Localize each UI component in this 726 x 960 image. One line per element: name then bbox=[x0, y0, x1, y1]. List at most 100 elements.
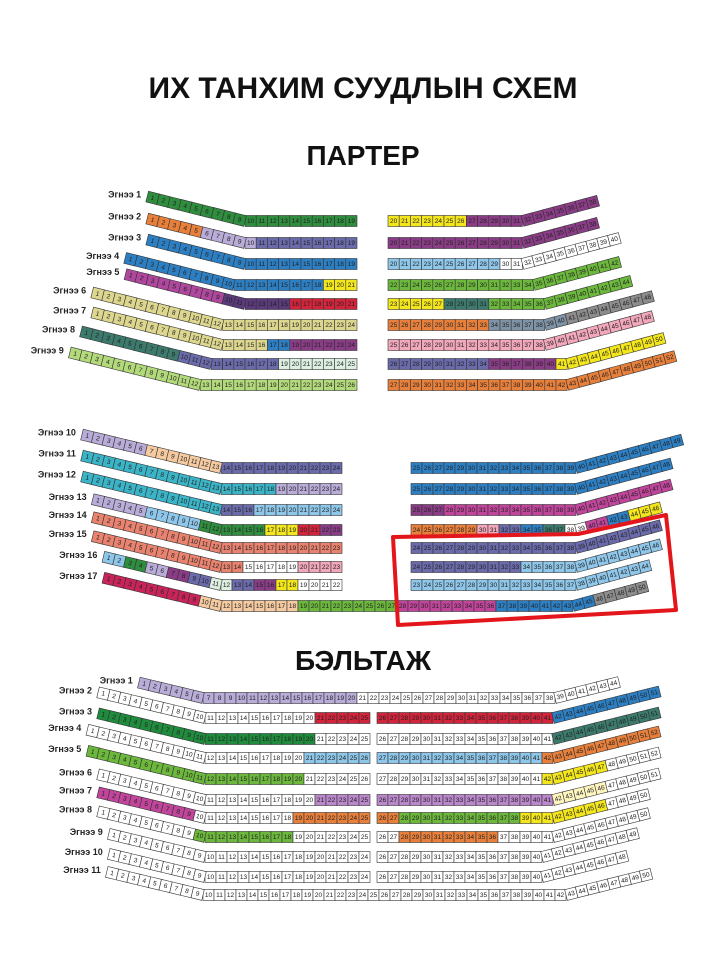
seat[interactable]: 15 bbox=[222, 379, 235, 391]
seat[interactable]: 27 bbox=[432, 462, 445, 474]
seat[interactable]: 26 bbox=[411, 692, 424, 704]
seat[interactable]: 37 bbox=[542, 504, 555, 516]
seat[interactable]: 22 bbox=[314, 752, 327, 764]
seat[interactable]: 48 bbox=[659, 436, 674, 451]
seat[interactable]: 25 bbox=[345, 358, 358, 370]
seat[interactable]: 31 bbox=[420, 773, 433, 785]
seat[interactable]: 36 bbox=[475, 773, 488, 785]
seat[interactable]: 12 bbox=[215, 831, 228, 843]
seat[interactable]: 36 bbox=[510, 339, 523, 351]
seat[interactable]: 9 bbox=[192, 868, 207, 883]
seat[interactable]: 29 bbox=[411, 889, 424, 901]
seat[interactable]: 23 bbox=[323, 358, 335, 370]
seat[interactable]: 1 bbox=[96, 707, 111, 722]
seat[interactable]: 30 bbox=[418, 600, 431, 612]
seat[interactable]: 29 bbox=[488, 237, 501, 249]
seat[interactable]: 12 bbox=[220, 600, 233, 612]
seat[interactable]: 26 bbox=[398, 319, 411, 331]
seat[interactable]: 37 bbox=[522, 339, 534, 351]
seat[interactable]: 15 bbox=[278, 279, 291, 291]
seat[interactable]: 33 bbox=[442, 773, 455, 785]
seat[interactable]: 8 bbox=[176, 590, 191, 605]
seat[interactable]: 18 bbox=[286, 579, 299, 591]
seat[interactable]: 13 bbox=[278, 237, 291, 249]
seat[interactable]: 24 bbox=[410, 279, 422, 291]
seat[interactable]: 21 bbox=[308, 524, 321, 536]
seat[interactable]: 26 bbox=[432, 542, 445, 554]
seat[interactable]: 21 bbox=[314, 831, 327, 843]
seat[interactable]: 23 bbox=[345, 889, 358, 901]
seat[interactable]: 22 bbox=[330, 600, 343, 612]
seat[interactable]: 24 bbox=[347, 733, 360, 745]
seat[interactable]: 12 bbox=[210, 336, 225, 351]
seat[interactable]: 22 bbox=[387, 279, 400, 291]
seat[interactable]: 13 bbox=[208, 459, 223, 474]
seat[interactable]: 13 bbox=[237, 871, 250, 883]
seat[interactable]: 40 bbox=[519, 752, 532, 764]
seat[interactable]: 13 bbox=[222, 339, 235, 351]
seat[interactable]: 34 bbox=[464, 831, 477, 843]
seat[interactable]: 18 bbox=[275, 542, 288, 554]
seat[interactable]: 30 bbox=[476, 542, 489, 554]
seat[interactable]: 1 bbox=[79, 325, 94, 340]
seat[interactable]: 38 bbox=[508, 712, 521, 724]
seat[interactable]: 25 bbox=[443, 215, 456, 227]
seat[interactable]: 18 bbox=[264, 483, 277, 495]
seat[interactable]: 36 bbox=[486, 851, 499, 863]
seat[interactable]: 22 bbox=[300, 379, 313, 391]
seat[interactable]: 41 bbox=[530, 773, 543, 785]
seat[interactable]: 22 bbox=[325, 712, 338, 724]
seat[interactable]: 42 bbox=[555, 379, 568, 391]
seat[interactable]: 20 bbox=[334, 279, 347, 291]
seat[interactable]: 19 bbox=[286, 561, 299, 573]
seat[interactable]: 43 bbox=[606, 492, 621, 508]
seat[interactable]: 11 bbox=[233, 279, 246, 291]
seat[interactable]: 23 bbox=[387, 298, 400, 310]
seat[interactable]: 34 bbox=[488, 339, 501, 351]
seat[interactable]: 28 bbox=[387, 773, 400, 785]
seat[interactable]: 14 bbox=[226, 773, 239, 785]
seat[interactable]: 33 bbox=[455, 889, 468, 901]
seat[interactable]: 32 bbox=[442, 812, 455, 824]
seat[interactable]: 15 bbox=[233, 358, 246, 370]
seat[interactable]: 37 bbox=[497, 794, 510, 806]
seat[interactable]: 28 bbox=[387, 752, 400, 764]
seat[interactable]: 17 bbox=[300, 279, 313, 291]
seat[interactable]: 34 bbox=[462, 600, 475, 612]
seat[interactable]: 3 bbox=[167, 218, 182, 233]
seat[interactable]: 29 bbox=[398, 773, 411, 785]
seat[interactable]: 28 bbox=[433, 692, 446, 704]
seat[interactable]: 38 bbox=[497, 773, 510, 785]
seat[interactable]: 23 bbox=[336, 812, 349, 824]
seat[interactable]: 51 bbox=[651, 353, 667, 368]
seat[interactable]: 42 bbox=[554, 889, 567, 901]
seat[interactable]: 26 bbox=[378, 889, 391, 901]
seat[interactable]: 22 bbox=[410, 237, 422, 249]
seat[interactable]: 19 bbox=[303, 871, 316, 883]
seat[interactable]: 41 bbox=[555, 358, 568, 370]
seat[interactable]: 17 bbox=[279, 889, 292, 901]
seat[interactable]: 32 bbox=[444, 889, 457, 901]
seat[interactable]: 41 bbox=[541, 794, 554, 806]
seat[interactable]: 9 bbox=[165, 470, 180, 485]
seat[interactable]: 35 bbox=[477, 379, 490, 391]
seat[interactable]: 8 bbox=[144, 365, 159, 380]
seat[interactable]: 28 bbox=[477, 215, 490, 227]
seat[interactable]: 42 bbox=[606, 530, 621, 546]
seat[interactable]: 33 bbox=[510, 279, 523, 291]
seat[interactable]: 17 bbox=[281, 851, 294, 863]
seat[interactable]: 30 bbox=[499, 215, 512, 227]
seat[interactable]: 11 bbox=[208, 576, 223, 591]
seat[interactable]: 15 bbox=[248, 733, 261, 745]
seat[interactable]: 33 bbox=[498, 504, 511, 516]
seat[interactable]: 36 bbox=[488, 889, 501, 901]
seat[interactable]: 39 bbox=[519, 812, 532, 824]
seat[interactable]: 29 bbox=[409, 812, 422, 824]
seat[interactable]: 36 bbox=[499, 358, 512, 370]
seat[interactable]: 18 bbox=[270, 773, 283, 785]
seat[interactable]: 27 bbox=[410, 319, 422, 331]
seat[interactable]: 17 bbox=[323, 237, 335, 249]
seat[interactable]: 2 bbox=[134, 254, 149, 270]
seat[interactable]: 9 bbox=[165, 449, 180, 464]
seat[interactable]: 27 bbox=[454, 579, 467, 591]
